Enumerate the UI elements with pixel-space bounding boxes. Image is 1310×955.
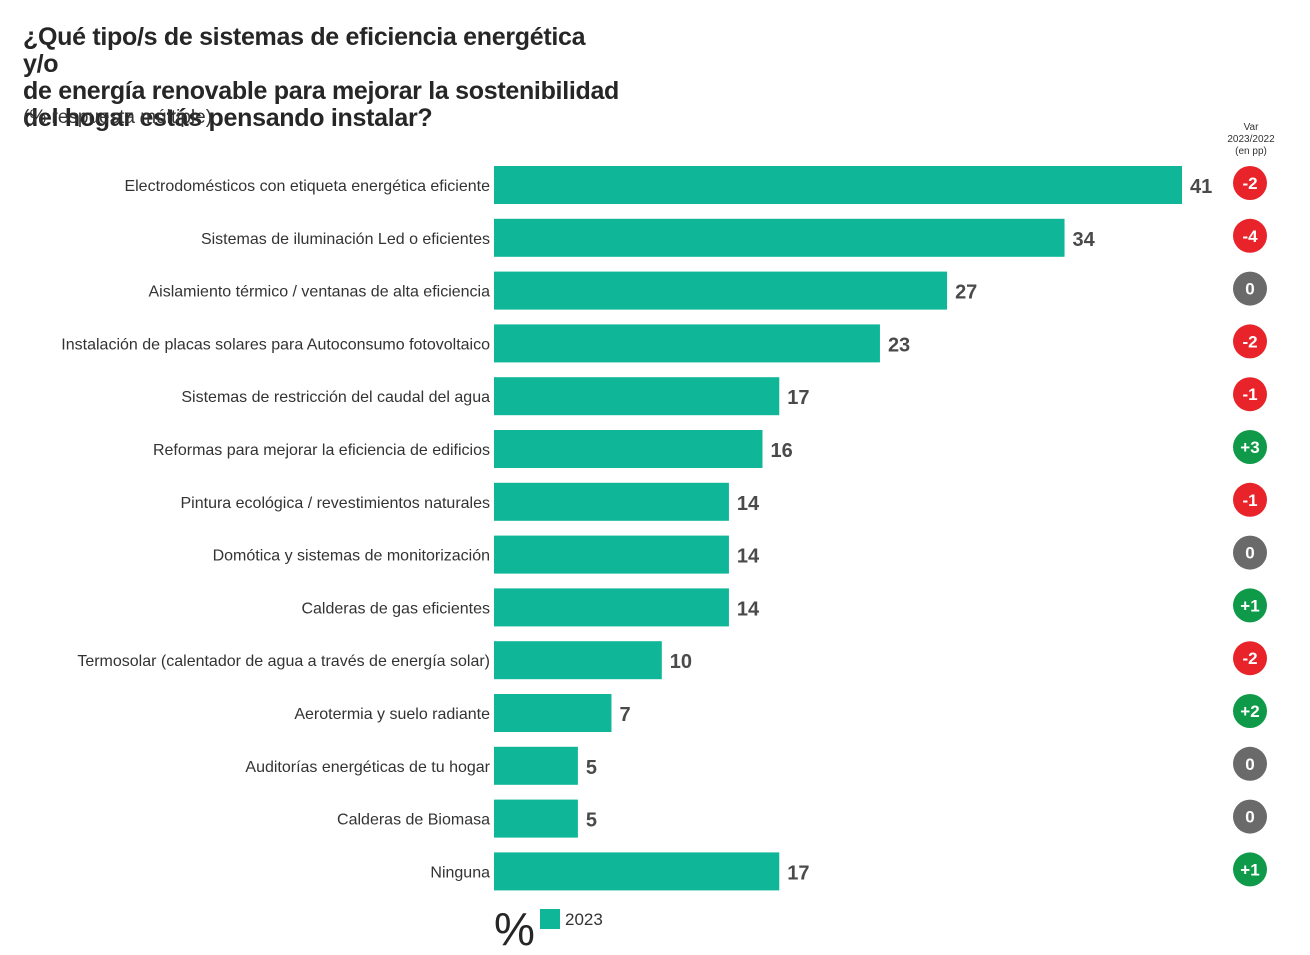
variation-badge xyxy=(1233,852,1267,887)
value-label: 23 xyxy=(888,334,910,356)
bar xyxy=(494,218,1065,257)
value-label: 14 xyxy=(737,546,760,568)
bar xyxy=(494,271,948,310)
category-label: Aislamiento térmico / ventanas de alta e… xyxy=(148,284,490,301)
variation-badge xyxy=(1233,535,1267,570)
value-label: 7 xyxy=(619,704,630,726)
bar xyxy=(494,852,780,891)
variation-badge xyxy=(1233,482,1267,517)
variation-label: +3 xyxy=(1240,438,1259,457)
variation-badge xyxy=(1233,694,1267,728)
variation-badge xyxy=(1233,430,1267,464)
bar xyxy=(494,588,729,627)
variation-label: -2 xyxy=(1242,332,1257,351)
value-label: 5 xyxy=(586,810,597,832)
category-label: Auditorías energéticas de tu hogar xyxy=(245,759,490,776)
variation-header-line: Var xyxy=(1243,122,1259,133)
value-label: 10 xyxy=(670,651,692,673)
category-label: Aerotermia y suelo radiante xyxy=(294,706,490,723)
variation-badge xyxy=(1233,218,1267,253)
category-label: Instalación de placas solares para Autoc… xyxy=(61,336,490,353)
chart-title: ¿Qué tipo/s de sistemas de eficiencia en… xyxy=(23,24,623,132)
bar xyxy=(494,799,578,838)
category-label: Sistemas de restricción del caudal del a… xyxy=(181,389,490,406)
variation-label: -2 xyxy=(1242,649,1257,668)
variation-label: 0 xyxy=(1245,755,1254,774)
title-line: de energía renovable para mejorar la sos… xyxy=(23,77,620,105)
legend-swatch xyxy=(540,909,560,929)
variation-header: Var 2023/2022 (en pp) xyxy=(1220,122,1282,158)
bar xyxy=(494,694,612,732)
category-label: Sistemas de iluminación Led o eficientes xyxy=(201,231,490,248)
value-label: 14 xyxy=(737,493,760,515)
bar xyxy=(494,377,780,416)
variation-label: +2 xyxy=(1240,702,1259,721)
value-label: 27 xyxy=(955,282,977,304)
variation-label: 0 xyxy=(1245,808,1254,827)
bar xyxy=(494,482,729,521)
bar xyxy=(494,746,578,785)
variation-label: -4 xyxy=(1242,227,1258,246)
category-label: Pintura ecológica / revestimientos natur… xyxy=(181,495,491,512)
variation-badge xyxy=(1233,746,1267,781)
value-label: 41 xyxy=(1190,176,1212,198)
variation-label: 0 xyxy=(1245,544,1254,563)
bar xyxy=(494,324,880,363)
variation-badge xyxy=(1233,588,1267,623)
chart-subtitle: (% respuesta múltiple) xyxy=(23,107,213,128)
category-label: Reformas para mejorar la eficiencia de e… xyxy=(153,442,490,459)
bar xyxy=(494,641,662,680)
category-label: Domótica y sistemas de monitorización xyxy=(213,548,490,565)
title-line: del hogar estás pensando instalar? xyxy=(23,104,433,132)
variation-label: 0 xyxy=(1245,280,1254,299)
category-label: Electrodomésticos con etiqueta energétic… xyxy=(124,178,490,195)
category-label: Ninguna xyxy=(430,864,490,881)
variation-label: -2 xyxy=(1242,174,1257,193)
category-label: Calderas de Biomasa xyxy=(337,812,490,829)
value-label: 14 xyxy=(737,598,760,620)
bar xyxy=(494,535,729,574)
value-label: 34 xyxy=(1073,229,1096,251)
variation-label: -1 xyxy=(1242,491,1257,510)
bar xyxy=(494,430,763,468)
variation-badge xyxy=(1233,324,1267,359)
variation-badge xyxy=(1233,641,1267,676)
bar xyxy=(494,166,1182,204)
variation-badge xyxy=(1233,799,1267,834)
variation-header-line: (en pp) xyxy=(1235,146,1267,157)
category-label: Termosolar (calentador de agua a través … xyxy=(77,653,490,670)
legend-label: 2023 xyxy=(565,910,603,929)
variation-badge xyxy=(1233,166,1267,200)
value-label: 16 xyxy=(770,440,792,462)
variation-label: +1 xyxy=(1240,860,1259,879)
variation-label: -1 xyxy=(1242,385,1257,404)
value-label: 5 xyxy=(586,757,597,779)
legend-unit: % xyxy=(494,903,535,955)
value-label: 17 xyxy=(787,862,809,884)
variation-badge xyxy=(1233,271,1267,306)
value-label: 17 xyxy=(787,387,809,409)
category-label: Calderas de gas eficientes xyxy=(301,600,490,617)
variation-badge xyxy=(1233,377,1267,412)
variation-label: +1 xyxy=(1240,596,1259,615)
title-line: ¿Qué tipo/s de sistemas de eficiencia en… xyxy=(23,23,586,78)
variation-header-line: 2023/2022 xyxy=(1227,134,1275,145)
